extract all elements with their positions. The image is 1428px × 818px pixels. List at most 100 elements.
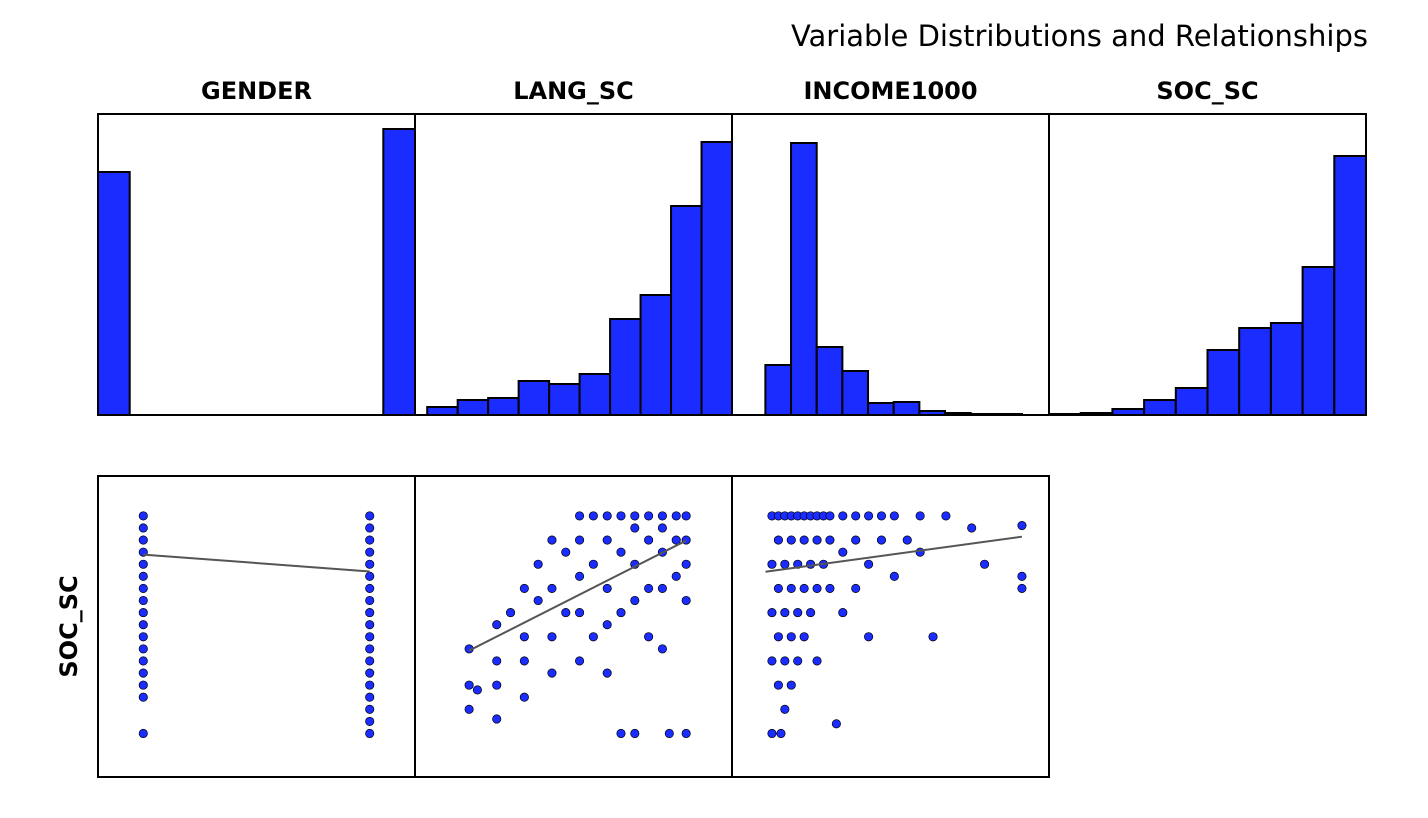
histogram-bar [1269,322,1304,416]
scatter-point [519,583,529,593]
scatter-point [671,535,681,545]
scatter-point [915,511,925,521]
panel-title: GENDER [201,77,312,105]
scatter-point [825,511,835,521]
scatter-point [138,608,148,618]
histogram-bar [867,402,895,416]
scatter-point [138,559,148,569]
trend-line [765,535,1023,573]
histogram-bar [382,128,416,416]
scatter-point [616,511,626,521]
scatter-point [365,608,375,618]
scatter-point [464,680,474,690]
scatter-point [547,583,557,593]
scatter-point [575,608,585,618]
scatter-point [786,680,796,690]
scatter-point [547,632,557,642]
histogram-bar [639,294,673,416]
scatter-point [365,644,375,654]
scatter-point [941,511,951,521]
scatter-point [492,620,502,630]
scatter-point [773,680,783,690]
scatter-point [776,728,786,739]
scatter-point [616,547,626,557]
scatter-point [519,632,529,642]
scatter-point [575,511,585,521]
scatter-point [533,595,543,606]
scatter-point [825,535,835,545]
scatter-point [365,511,375,521]
scatter-point [838,608,848,618]
scatter-point [588,632,598,642]
histogram-bar [1301,266,1336,416]
histogram-bar [456,399,490,416]
scatter-point [138,620,148,630]
scatter-point [602,620,612,630]
scatter-point [1017,583,1027,593]
histogram-bar [670,205,703,416]
scatter-point [365,632,375,642]
scatter-point [967,523,977,533]
scatter-point [616,608,626,618]
histogram-bar [426,406,459,416]
scatter-point [138,632,148,642]
scatter-point [533,559,543,569]
scatter-point [681,559,691,569]
scatter-point [519,656,529,666]
scatter-point [365,668,375,678]
scatter-point [630,728,640,739]
scatter-point [799,632,809,642]
scatter-point [980,559,990,569]
histogram-bar [97,171,131,416]
scatter-point [138,680,148,690]
scatter-point [786,632,796,642]
scatter-point [630,523,640,533]
scatter-point [505,608,516,618]
scatter-point [773,632,783,642]
scatter-point [657,644,667,654]
histogram-bar [578,373,612,416]
scatter-point [602,583,612,593]
panel-title: LANG_SC [513,77,634,105]
scatter-point [793,656,803,666]
scatter-point [773,535,783,545]
scatter-point [138,511,148,521]
scatter-point [681,728,691,739]
panel-title: SOC_SC [1156,77,1258,105]
scatter-point [519,692,529,702]
scatter-point [657,511,667,521]
scatter-point [928,632,938,642]
scatter-point [575,571,585,581]
scatter-point [799,583,809,593]
scatter-point [138,656,148,666]
scatter-point [799,535,809,545]
scatter-point [825,583,835,593]
scatter-point [575,656,585,666]
scatter-point [138,523,148,533]
scatter-point [365,728,375,739]
scatter-point [644,632,654,642]
scatter-point [902,535,912,545]
scatter-point [831,719,841,729]
histogram-bar [517,380,551,416]
scatter-point [812,583,822,593]
scatter-point [365,704,375,714]
scatter-point [657,583,667,593]
scatter-point [616,728,626,739]
scatter-point [365,656,375,666]
scatter-point [786,535,796,545]
scatter-point [793,608,803,618]
scatter-point [812,656,822,666]
scatter-point [547,535,557,545]
scatter-point [851,535,861,545]
scatter-point [876,535,887,545]
scatter-point [767,608,777,618]
trend-line [143,553,370,573]
scatter-point [864,559,874,569]
scatter-point [138,595,148,606]
scatter-point [365,620,375,630]
scatter-point [602,511,612,521]
histogram-bar [841,370,870,416]
scatter-point [365,716,375,726]
